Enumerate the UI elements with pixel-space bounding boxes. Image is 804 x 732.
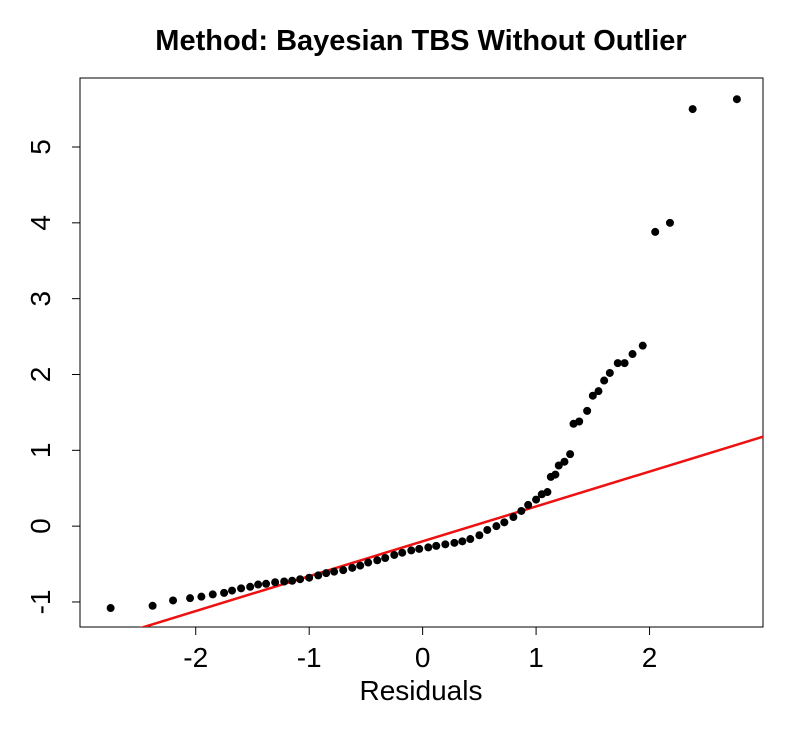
point: [583, 406, 592, 415]
chart-title: Method: Bayesian TBS Without Outlier: [155, 25, 686, 57]
point: [575, 417, 584, 426]
point: [620, 359, 629, 368]
plot-frame: [79, 77, 764, 628]
point: [228, 586, 237, 595]
x-tick-label: 0: [415, 642, 431, 673]
y-tick-label: 3: [25, 291, 56, 307]
point: [532, 495, 541, 504]
point: [280, 577, 289, 586]
point: [398, 548, 407, 557]
point: [373, 556, 382, 565]
point: [356, 561, 365, 570]
x-axis-label: Residuals: [360, 675, 483, 706]
point: [450, 538, 459, 547]
point: [517, 506, 526, 515]
y-tick-label: 5: [25, 139, 56, 155]
point: [566, 450, 575, 459]
point: [651, 227, 660, 236]
x-tick-label: -2: [183, 642, 208, 673]
x-tick-label: 2: [642, 642, 658, 673]
point: [288, 576, 297, 585]
point: [415, 544, 424, 553]
point: [254, 580, 263, 589]
x-tick-label: 1: [528, 642, 544, 673]
point: [524, 500, 533, 509]
y-tick-label: 1: [25, 443, 56, 459]
point: [483, 525, 492, 534]
point: [381, 553, 390, 562]
point: [594, 387, 603, 396]
point: [314, 571, 323, 580]
point: [220, 588, 229, 597]
y-tick-label: 2: [25, 367, 56, 383]
point: [638, 341, 647, 350]
point: [424, 543, 433, 552]
point: [106, 604, 115, 613]
point: [169, 596, 178, 605]
point: [262, 579, 271, 588]
point: [296, 575, 305, 584]
point: [246, 582, 255, 591]
point: [492, 522, 501, 531]
y-tick-label: 4: [25, 215, 56, 231]
point: [271, 578, 280, 587]
reference-line: [139, 435, 763, 627]
point: [322, 569, 331, 578]
point: [688, 105, 697, 114]
point: [628, 350, 637, 359]
point: [605, 368, 614, 377]
x-tick-label: -1: [297, 642, 322, 673]
point: [732, 95, 741, 104]
point: [197, 592, 206, 601]
point: [588, 391, 597, 400]
point: [348, 563, 357, 572]
point: [390, 550, 399, 559]
point: [500, 518, 509, 527]
point: [509, 513, 518, 522]
point: [458, 537, 467, 546]
point: [148, 601, 157, 610]
y-tick-label: -1: [25, 590, 56, 615]
point: [339, 566, 348, 575]
point: [407, 546, 416, 555]
point: [441, 540, 450, 549]
point: [208, 590, 217, 599]
point: [613, 359, 622, 368]
point: [186, 594, 195, 603]
point: [305, 573, 314, 582]
point: [364, 558, 373, 567]
point: [560, 457, 569, 466]
point: [665, 218, 674, 227]
point: [551, 470, 560, 479]
point: [554, 461, 563, 470]
point: [330, 567, 339, 576]
y-tick-label: 0: [25, 518, 56, 534]
point: [475, 531, 484, 540]
point: [466, 535, 475, 544]
plot-area: [106, 95, 763, 627]
point: [543, 488, 552, 497]
point: [432, 541, 441, 550]
point: [237, 584, 246, 593]
point: [600, 376, 609, 385]
